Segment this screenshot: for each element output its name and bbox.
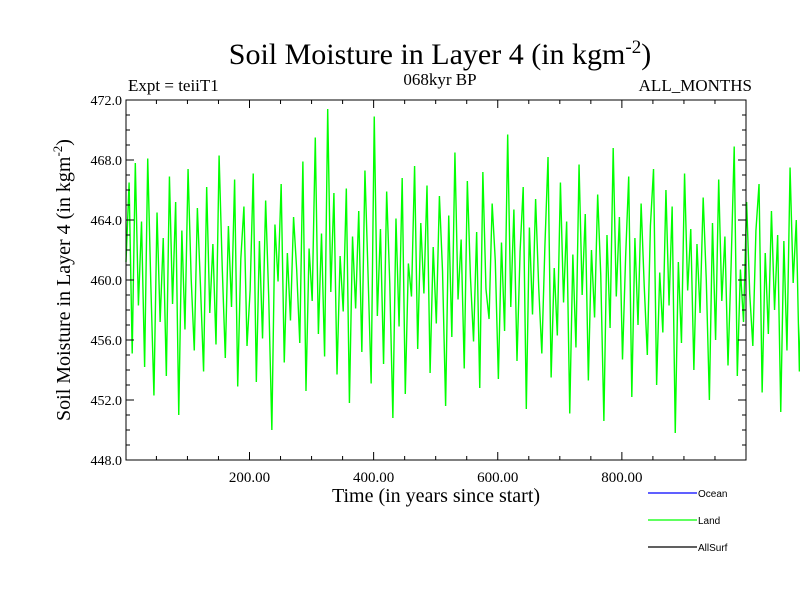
y-tick-label: 452.0 <box>91 394 123 409</box>
chart-title-text: Soil Moisture in Layer 4 (in kgm <box>228 38 626 71</box>
series-layer <box>125 108 800 434</box>
y-tick-label: 448.0 <box>91 454 123 469</box>
y-axis-label: Soil Moisture in Layer 4 (in kgm-2) <box>50 139 76 421</box>
legend: Ocean Land AllSurf <box>648 489 728 554</box>
y-axis-label-close: ) <box>52 139 75 146</box>
y-axis-label-wrap: Soil Moisture in Layer 4 (in kgm-2) <box>50 100 76 460</box>
x-tick-label: 600.00 <box>477 470 518 486</box>
y-tick-label: 472.0 <box>91 94 123 109</box>
y-axis-label-exponent: -2 <box>50 145 66 157</box>
legend-label-allsurf: AllSurf <box>698 543 728 554</box>
x-tick-label: 800.00 <box>601 470 642 486</box>
legend-label-land: Land <box>698 516 720 527</box>
experiment-label: Expt = teiiT1 <box>128 76 219 95</box>
plot-frame <box>125 99 747 461</box>
x-tick-label: 400.00 <box>353 470 394 486</box>
x-tick-label: 200.00 <box>229 470 270 486</box>
tick-layer: 200.00 400.00 600.00 800.00 448.0 452.0 456.0 4… <box>91 94 746 486</box>
y-axis-label-text: Soil Moisture in Layer 4 (in kgm <box>52 156 75 421</box>
y-tick-label: 460.0 <box>91 274 123 289</box>
months-label: ALL_MONTHS <box>638 76 752 95</box>
y-tick-label: 456.0 <box>91 334 123 349</box>
period-label: 068kyr BP <box>403 70 477 89</box>
chart-title-exponent: -2 <box>625 37 642 58</box>
series-line-land <box>125 108 800 434</box>
chart-title-close: ) <box>641 38 652 71</box>
y-tick-label: 468.0 <box>91 154 123 169</box>
chart-title: Soil Moisture in Layer 4 (in kgm-2) <box>0 30 800 73</box>
legend-label-ocean: Ocean <box>698 489 727 500</box>
y-tick-label: 464.0 <box>91 214 123 229</box>
x-axis-label: Time (in years since start) <box>331 485 541 507</box>
